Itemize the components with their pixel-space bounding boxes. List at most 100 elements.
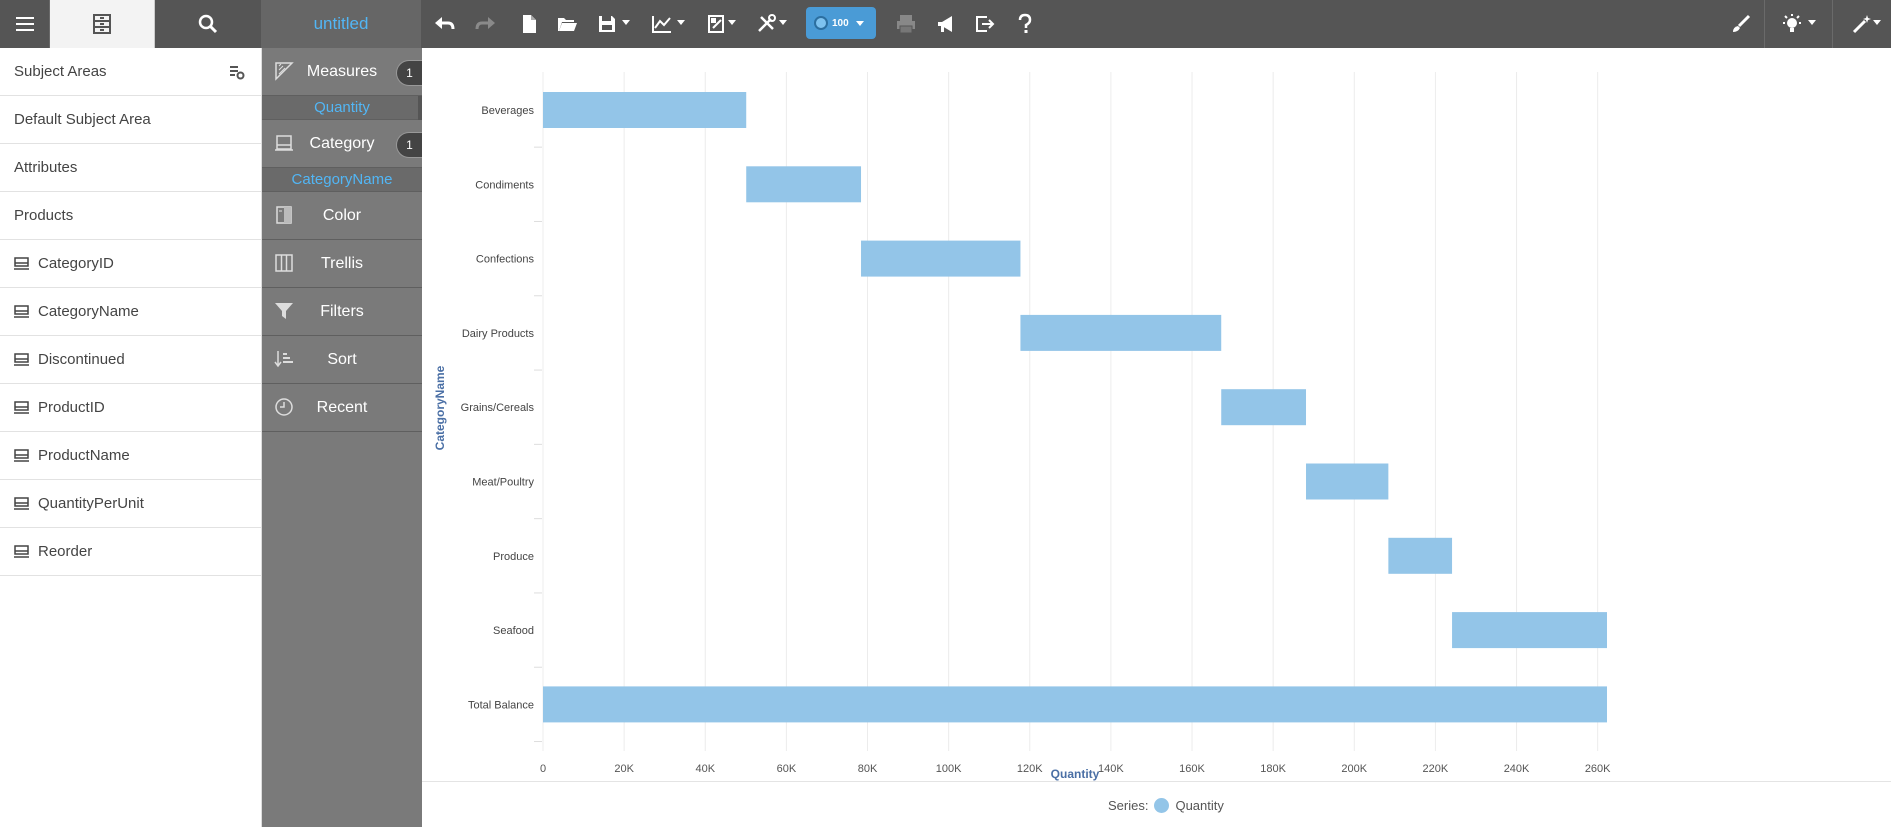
export-icon [976, 16, 995, 32]
legend-swatch-quantity[interactable] [1154, 798, 1170, 813]
megaphone-icon [938, 16, 952, 32]
chart-type-dropdown-caret[interactable] [677, 20, 685, 25]
subject-areas-panel: Subject Areas Default Subject Area Attri… [0, 48, 262, 827]
trellis-row[interactable]: Trellis [262, 240, 422, 288]
waterfall-bar[interactable] [1221, 389, 1307, 426]
hamburger-menu-button[interactable] [0, 0, 50, 48]
field-item[interactable]: Reorder [0, 528, 261, 576]
field-item[interactable]: ProductID [0, 384, 261, 432]
row-limit-button[interactable]: 100 [806, 7, 876, 39]
chart-type-button[interactable] [648, 10, 676, 38]
field-label: ProductName [38, 447, 130, 464]
waterfall-bar[interactable] [543, 686, 1607, 723]
library-tab-button[interactable] [50, 0, 155, 48]
format-button[interactable] [703, 10, 731, 38]
tools-dropdown-caret[interactable] [779, 20, 787, 25]
settings-gear-icon[interactable] [229, 64, 245, 80]
measure-field-label: Quantity [314, 99, 370, 116]
x-tick-label: 160K [1179, 763, 1205, 775]
waterfall-bar[interactable] [746, 166, 862, 203]
chart-builder-panel: Measures 1 Quantity Category 1 CategoryN… [262, 48, 444, 827]
waterfall-bar[interactable] [1388, 537, 1453, 574]
x-tick-label: 180K [1260, 763, 1286, 775]
field-icon [14, 353, 29, 366]
field-item[interactable]: QuantityPerUnit [0, 480, 261, 528]
waterfall-bar[interactable] [1306, 463, 1389, 500]
x-tick-label: 40K [695, 763, 715, 775]
filters-label: Filters [320, 302, 364, 320]
recent-label: Recent [316, 398, 368, 416]
magic-wand-icon [1852, 15, 1871, 34]
new-report-button[interactable] [515, 10, 543, 38]
magic-wand-button[interactable] [1848, 10, 1876, 38]
field-label: CategoryID [38, 255, 114, 272]
table-item-products[interactable]: Products [0, 192, 261, 240]
measures-row[interactable]: Measures 1 [262, 48, 422, 96]
row-limit-caret [855, 20, 864, 26]
x-tick-label: 120K [1017, 763, 1043, 775]
export-button[interactable] [971, 10, 999, 38]
save-dropdown-caret[interactable] [622, 20, 630, 25]
field-label: ProductID [38, 399, 105, 416]
theme-dropdown-caret[interactable] [1808, 20, 1816, 25]
color-row[interactable]: Color [262, 192, 422, 240]
field-label: Discontinued [38, 351, 125, 368]
tools-button[interactable] [752, 10, 780, 38]
legend-entry-quantity[interactable]: Quantity [1175, 798, 1224, 813]
y-category-label: Beverages [481, 105, 534, 117]
field-item[interactable]: ProductName [0, 432, 261, 480]
field-icon [14, 497, 29, 510]
folder-open-icon [558, 18, 577, 31]
category-row[interactable]: Category 1 [262, 120, 422, 168]
chart-icon [652, 16, 671, 33]
open-button[interactable] [553, 10, 581, 38]
magic-wand-dropdown-caret[interactable] [1873, 20, 1881, 25]
measures-label: Measures [306, 62, 378, 80]
field-icon [14, 449, 29, 462]
paint-brush-button[interactable] [1727, 10, 1755, 38]
field-item[interactable]: CategoryName [0, 288, 261, 336]
lightbulb-icon [1783, 14, 1801, 32]
subject-areas-label: Subject Areas [14, 63, 107, 80]
cabinet-icon [93, 14, 111, 34]
subject-area-label: Default Subject Area [14, 111, 151, 128]
waterfall-bar[interactable] [1452, 612, 1607, 649]
waterfall-bar[interactable] [1020, 314, 1222, 351]
sort-row[interactable]: Sort [262, 336, 422, 384]
theme-button[interactable] [1778, 10, 1806, 38]
save-icon [599, 16, 615, 32]
format-dropdown-caret[interactable] [728, 20, 736, 25]
announce-button[interactable] [932, 10, 960, 38]
redo-button[interactable] [472, 10, 500, 38]
undo-button[interactable] [430, 10, 458, 38]
recent-row[interactable]: Recent [262, 384, 422, 432]
x-tick-label: 20K [614, 763, 634, 775]
color-label: Color [322, 206, 362, 224]
field-label: Reorder [38, 543, 93, 560]
attributes-section[interactable]: Attributes [0, 144, 261, 192]
clock-icon [275, 398, 293, 416]
sort-label: Sort [327, 350, 357, 368]
field-item[interactable]: Discontinued [0, 336, 261, 384]
table-label: Products [14, 207, 74, 224]
waterfall-bar[interactable] [861, 240, 1021, 277]
field-icon [14, 305, 29, 318]
waterfall-bar[interactable] [543, 92, 747, 128]
toolbar-separator [1832, 0, 1833, 48]
x-tick-label: 240K [1504, 763, 1530, 775]
attributes-label: Attributes [14, 159, 78, 176]
filters-row[interactable]: Filters [262, 288, 422, 336]
help-button[interactable] [1011, 10, 1039, 38]
field-icon [14, 257, 29, 270]
x-tick-label: 260K [1585, 763, 1611, 775]
subject-area-item[interactable]: Default Subject Area [0, 96, 261, 144]
field-item[interactable]: CategoryID [0, 240, 261, 288]
report-title[interactable]: untitled [261, 0, 421, 48]
category-field-label: CategoryName [291, 171, 393, 188]
field-icon [14, 401, 29, 414]
print-button[interactable] [892, 10, 920, 38]
category-field-categoryname[interactable]: CategoryName [262, 168, 422, 192]
measure-field-quantity[interactable]: Quantity [262, 96, 444, 120]
save-button[interactable] [593, 10, 621, 38]
search-tab-button[interactable] [155, 0, 261, 48]
